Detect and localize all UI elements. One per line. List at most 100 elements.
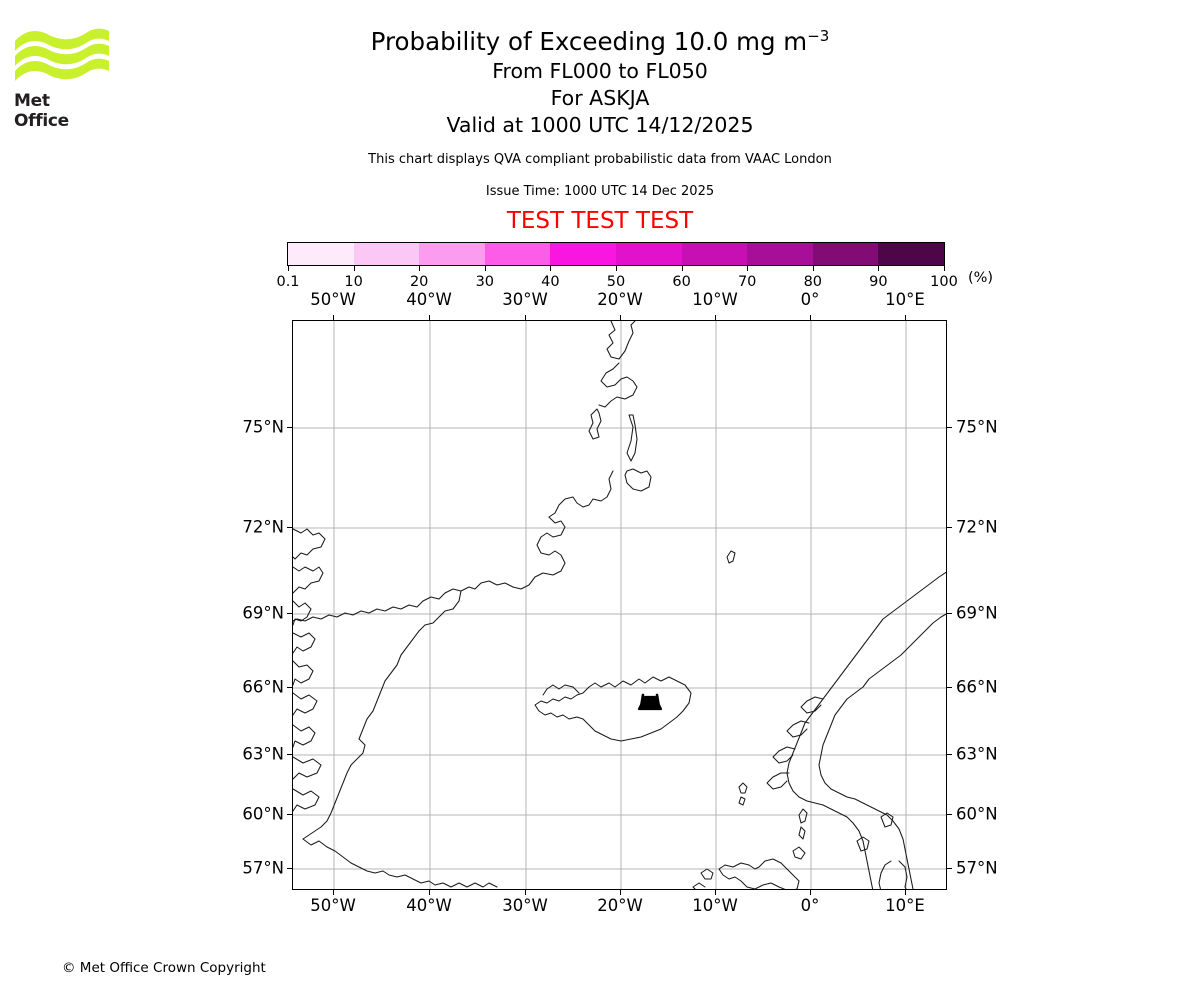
- lon-label-bottom-3: 20°W: [597, 896, 643, 915]
- page-title-exponent: −3: [807, 26, 830, 45]
- lon-label-bottom-5: 0°: [800, 896, 820, 915]
- map-frame: [292, 320, 947, 890]
- lon-tick-bottom-0: [333, 890, 334, 895]
- colorbar-segment-8: [812, 243, 879, 265]
- colorbar-tick-40: [550, 266, 552, 271]
- map-panel: [292, 320, 947, 890]
- coastline-paths: [293, 321, 946, 889]
- lat-label-right-2: 69°N: [956, 603, 998, 623]
- probability-colorbar: 0.1 10 20 30 40 50 60 70 80 90 100: [276, 242, 958, 294]
- flight-level-line: From FL000 to FL050: [492, 59, 708, 83]
- lon-tick-bottom-3: [620, 890, 621, 895]
- lon-label-top-6: 10°E: [885, 290, 925, 309]
- lat-tick-right-0: [947, 427, 952, 428]
- lon-tick-bottom-5: [810, 890, 811, 895]
- colorbar-tick-50: [616, 266, 617, 271]
- volcano-marker-askja: [637, 693, 663, 711]
- colorbar-segment-4: [550, 243, 616, 265]
- lat-tick-right-1: [947, 527, 952, 528]
- colorbar-label-20: 20: [409, 274, 429, 290]
- lon-label-top-3: 20°W: [597, 290, 643, 309]
- colorbar-gradient: [287, 242, 945, 266]
- lon-tick-bottom-2: [525, 890, 526, 895]
- colorbar-label-100: 100: [930, 274, 958, 290]
- lat-label-right-4: 63°N: [956, 744, 998, 764]
- lon-tick-bottom-1: [429, 890, 430, 895]
- colorbar-label-40: 40: [541, 274, 560, 290]
- lon-tick-bottom-4: [715, 890, 716, 895]
- lat-tick-left-1: [287, 527, 292, 528]
- lon-label-top-1: 40°W: [406, 290, 452, 309]
- lat-tick-left-0: [287, 427, 292, 428]
- lat-label-left-4: 63°N: [242, 744, 284, 764]
- lon-label-bottom-2: 30°W: [502, 896, 548, 915]
- colorbar-tick-30: [484, 266, 486, 271]
- colorbar-segment-9: [878, 243, 944, 265]
- map-coastlines: [293, 321, 946, 889]
- lon-label-top-5: 0°: [800, 290, 820, 309]
- lat-label-right-3: 66°N: [956, 677, 998, 697]
- lat-tick-left-2: [287, 613, 292, 614]
- lon-tick-top-5: [810, 315, 811, 320]
- colorbar-tick-0.1: [288, 266, 289, 271]
- colorbar-tick-90: [878, 266, 880, 271]
- page-title-text: Probability of Exceeding 10.0 mg m: [370, 27, 808, 56]
- met-office-wave-mark: [15, 28, 109, 81]
- lat-tick-right-3: [947, 687, 952, 688]
- lon-tick-top-0: [333, 315, 334, 320]
- colorbar-tick-60: [681, 266, 683, 271]
- colorbar-tick-labels: 0.1 10 20 30 40 50 60 70 80 90 100: [276, 274, 957, 294]
- lat-label-left-6: 57°N: [242, 858, 284, 878]
- lat-label-left-1: 72°N: [242, 517, 284, 537]
- lon-label-top-4: 10°W: [692, 290, 738, 309]
- colorbar-tick-70: [747, 266, 749, 271]
- colorbar-segment-7: [747, 243, 813, 265]
- colorbar-label-80: 80: [803, 274, 823, 290]
- copyright-notice: © Met Office Crown Copyright: [62, 960, 266, 976]
- lat-tick-left-6: [287, 868, 292, 869]
- colorbar-label-30: 30: [475, 274, 495, 290]
- lon-label-bottom-1: 40°W: [406, 896, 452, 915]
- colorbar-ticks: [287, 266, 945, 274]
- colorbar-tick-20: [419, 266, 421, 271]
- lat-tick-right-6: [947, 868, 952, 869]
- lon-tick-top-4: [715, 315, 716, 320]
- lat-tick-right-5: [947, 814, 952, 815]
- colorbar-tick-100: [944, 266, 945, 271]
- lat-tick-left-5: [287, 814, 292, 815]
- colorbar-segment-0: [288, 243, 354, 265]
- colorbar-label-60: 60: [672, 274, 691, 290]
- lon-tick-top-3: [620, 315, 621, 320]
- met-office-logo-text: Met Office: [14, 91, 69, 131]
- lat-label-left-5: 60°N: [242, 804, 284, 824]
- lat-label-right-0: 75°N: [956, 417, 998, 437]
- colorbar-segment-6: [681, 243, 748, 265]
- colorbar-label-50: 50: [606, 274, 626, 290]
- colorbar-label-0.1: 0.1: [276, 274, 300, 290]
- lon-label-bottom-4: 10°W: [692, 896, 738, 915]
- colorbar-segment-2: [419, 243, 485, 265]
- met-office-logo: Met Office: [14, 28, 110, 131]
- colorbar-tick-80: [812, 266, 814, 271]
- colorbar-label-90: 90: [869, 274, 888, 290]
- colorbar-unit-label: (%): [968, 270, 994, 286]
- test-banner: TEST TEST TEST: [506, 208, 694, 234]
- lat-label-left-3: 66°N: [242, 677, 284, 697]
- lon-tick-bottom-6: [905, 890, 906, 895]
- lat-tick-left-4: [287, 754, 292, 755]
- lat-label-left-2: 69°N: [242, 603, 284, 623]
- lat-tick-left-3: [287, 687, 292, 688]
- colorbar-tick-10: [353, 266, 355, 271]
- colorbar-segment-5: [615, 243, 682, 265]
- lon-tick-top-1: [429, 315, 430, 320]
- lon-label-top-2: 30°W: [502, 290, 548, 309]
- lat-label-left-0: 75°N: [242, 417, 284, 437]
- colorbar-label-10: 10: [344, 274, 363, 290]
- colorbar-label-70: 70: [737, 274, 757, 290]
- map-gridlines: [293, 321, 946, 889]
- lon-label-bottom-6: 10°E: [885, 896, 925, 915]
- lon-label-top-0: 50°W: [310, 290, 356, 309]
- qva-note: This chart displays QVA compliant probab…: [368, 152, 832, 167]
- issue-time: Issue Time: 1000 UTC 14 Dec 2025: [485, 184, 715, 199]
- volcano-name-line: For ASKJA: [550, 86, 650, 110]
